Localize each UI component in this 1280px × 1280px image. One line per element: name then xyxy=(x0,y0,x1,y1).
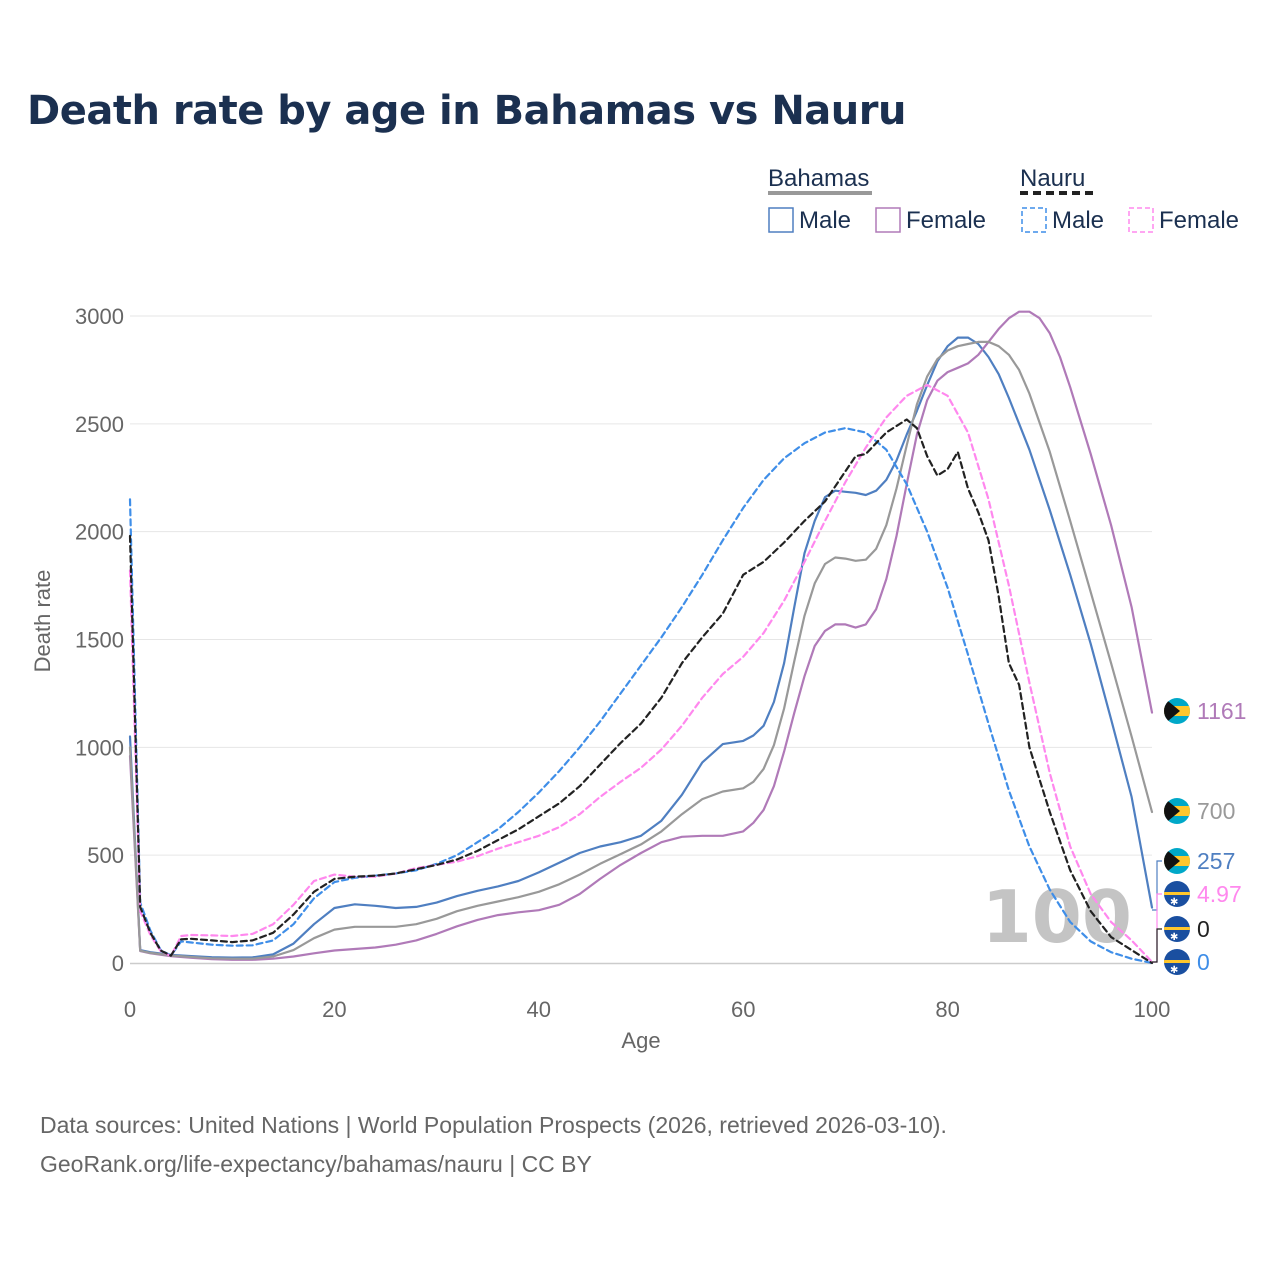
nauru-flag-icon: ✱ xyxy=(1164,881,1190,908)
y-tick-label: 3000 xyxy=(75,304,124,329)
gridlines xyxy=(130,315,1152,856)
legend: Bahamas Male Female Nauru Male Female xyxy=(768,165,1239,234)
svg-text:✱: ✱ xyxy=(1170,897,1178,908)
legend-bahamas-male-swatch xyxy=(768,207,794,233)
x-tick-label: 100 xyxy=(1134,997,1171,1022)
series-line-bahamas xyxy=(128,340,1154,960)
chart-title: Death rate by age in Bahamas vs Nauru xyxy=(27,88,906,134)
y-axis-title: Death rate xyxy=(30,570,55,673)
y-tick-label: 1000 xyxy=(75,735,124,760)
x-tick-label: 0 xyxy=(124,997,136,1022)
end-label-bahamas-total: 700 xyxy=(1197,798,1235,824)
footer: Data sources: United Nations | World Pop… xyxy=(40,1106,947,1184)
end-label-nauru-total: 0 xyxy=(1197,916,1210,942)
y-tick-label: 0 xyxy=(112,951,124,976)
end-label-nauru-male: 0 xyxy=(1197,949,1210,975)
x-axis-title: Age xyxy=(621,1028,660,1053)
series-line-bahamas-female xyxy=(128,310,1154,961)
legend-nauru-female-swatch xyxy=(1128,207,1154,233)
legend-bahamas-male-label: Male xyxy=(799,207,851,234)
series-line-nauru-female xyxy=(128,383,1154,963)
end-label-nauru-female: 4.97 xyxy=(1197,881,1242,907)
end-label-bahamas-female: 1161 xyxy=(1197,698,1246,724)
end-label-bahamas-male: 257 xyxy=(1197,848,1235,874)
series-line-nauru xyxy=(128,418,1154,965)
nauru-flag-icon: ✱ xyxy=(1164,949,1190,976)
legend-group-nauru: Nauru xyxy=(1020,165,1085,192)
bahamas-flag-icon xyxy=(1164,698,1190,724)
y-tick-label: 2500 xyxy=(75,412,124,437)
x-axis-ticks: 0 20 40 60 80 100 xyxy=(124,997,1170,1022)
legend-nauru-female-label: Female xyxy=(1159,207,1239,234)
legend-bahamas-female-swatch xyxy=(875,207,901,233)
x-tick-label: 80 xyxy=(935,997,959,1022)
x-tick-label: 40 xyxy=(527,997,551,1022)
legend-nauru-male-swatch xyxy=(1021,207,1047,233)
series-lines xyxy=(128,310,1154,965)
series-line-nauru-male xyxy=(128,427,1154,965)
bahamas-flag-icon xyxy=(1164,848,1190,874)
y-tick-label: 500 xyxy=(87,843,124,868)
nauru-flag-icon: ✱ xyxy=(1164,916,1190,943)
footer-link: GeoRank.org/life-expectancy/bahamas/naur… xyxy=(40,1151,592,1177)
series-line-bahamas-male xyxy=(128,336,1154,959)
bahamas-flag-icon xyxy=(1164,798,1190,824)
legend-group-bahamas: Bahamas xyxy=(768,165,869,192)
end-label-connectors xyxy=(1152,860,1162,963)
legend-nauru-male-label: Male xyxy=(1052,207,1104,234)
connector-nauru-total xyxy=(1152,928,1162,963)
svg-text:✱: ✱ xyxy=(1170,965,1178,976)
year-watermark: 100 xyxy=(982,875,1132,959)
y-tick-label: 2000 xyxy=(75,520,124,545)
footer-sources: Data sources: United Nations | World Pop… xyxy=(40,1112,947,1138)
x-tick-label: 60 xyxy=(731,997,755,1022)
connector-bahamas-male xyxy=(1152,860,1162,911)
legend-bahamas-female-label: Female xyxy=(906,207,986,234)
y-axis-ticks: 0 500 1000 1500 2000 2500 3000 xyxy=(75,304,124,976)
x-tick-label: 20 xyxy=(322,997,346,1022)
y-tick-label: 1500 xyxy=(75,628,124,653)
svg-text:✱: ✱ xyxy=(1170,932,1178,943)
